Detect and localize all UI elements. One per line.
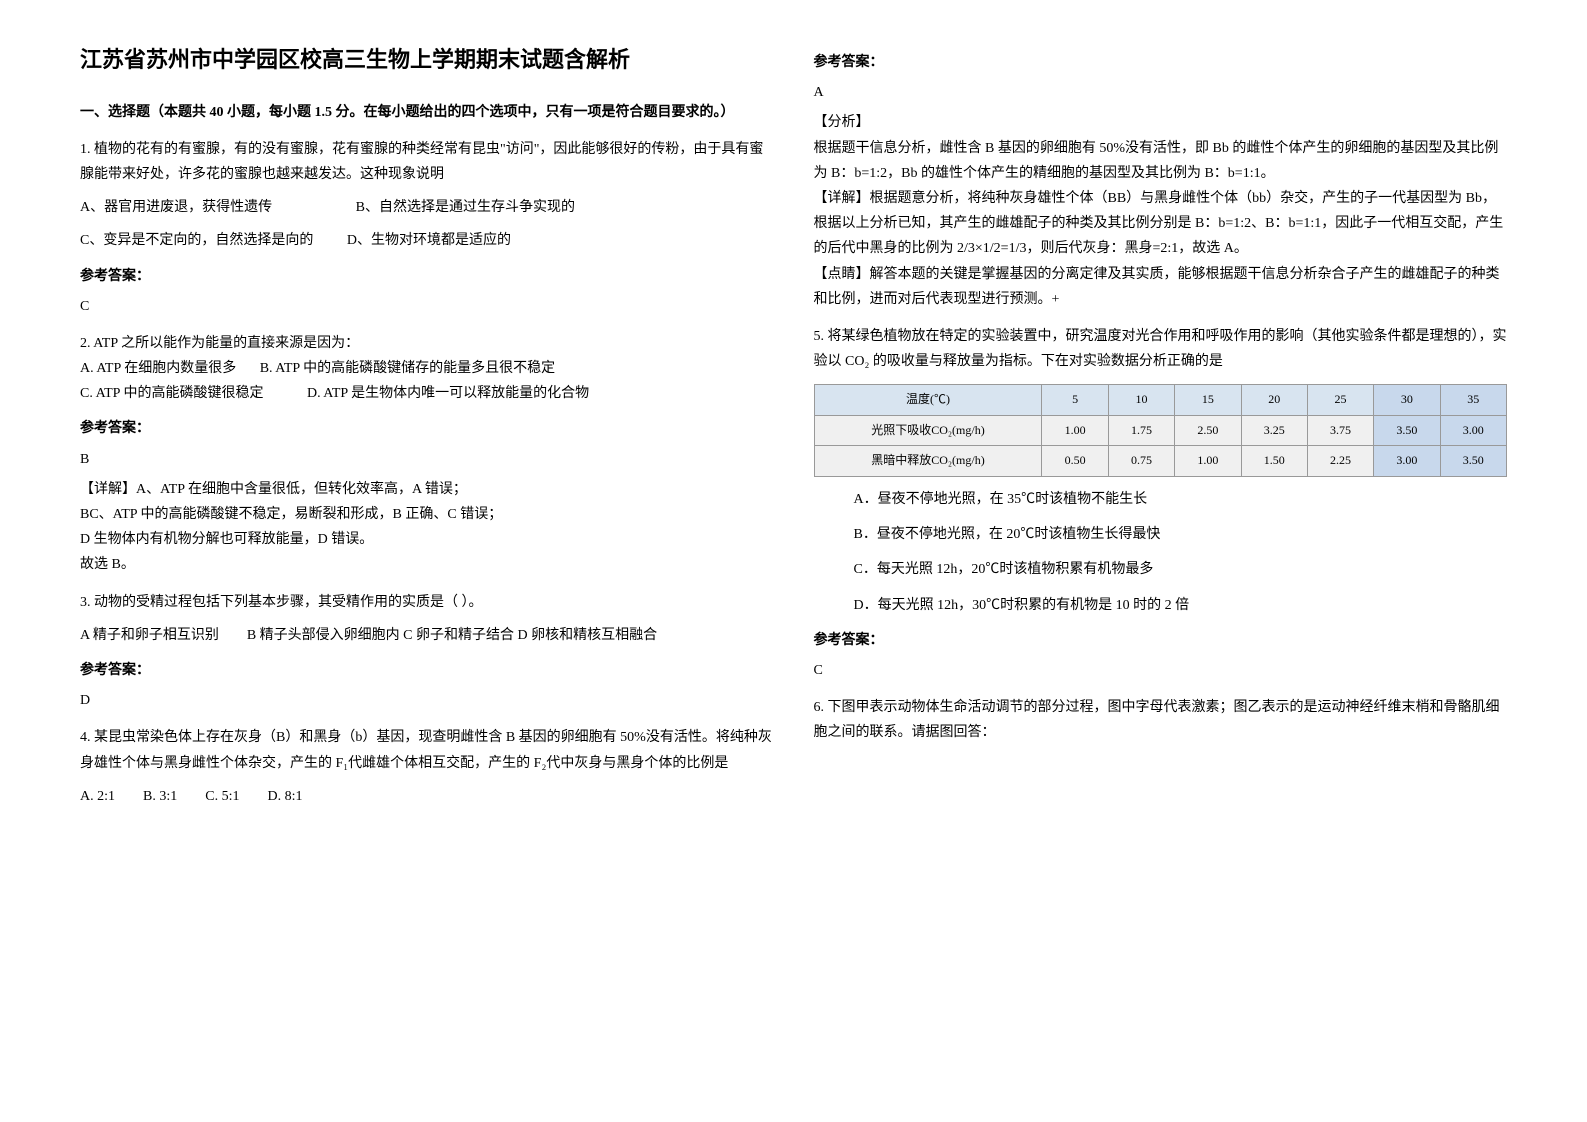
table-cell: 1.00 xyxy=(1042,415,1108,446)
question-text: 6. 下图甲表示动物体生命活动调节的部分过程，图中字母代表激素；图乙表示的是运动… xyxy=(814,695,1508,745)
right-column: 参考答案： A 【分析】 根据题干信息分析，雌性含 B 基因的卵细胞有 50%没… xyxy=(794,40,1528,1082)
question-1: 1. 植物的花有的有蜜腺，有的没有蜜腺，花有蜜腺的种类经常有昆虫"访问"，因此能… xyxy=(80,137,774,319)
question-3: 3. 动物的受精过程包括下列基本步骤，其受精作用的实质是（ ）。 A 精子和卵子… xyxy=(80,590,774,714)
table-header-row: 温度(℃) 5 10 15 20 25 30 35 xyxy=(814,385,1507,416)
table-cell: 0.50 xyxy=(1042,446,1108,477)
option-d: D. ATP 是生物体内唯一可以释放能量的化合物 xyxy=(307,386,589,401)
question-options-2: C、变异是不定向的，自然选择是向的 D、生物对环境都是适应的 xyxy=(80,228,774,253)
table-cell: 3.50 xyxy=(1440,446,1506,477)
option-c: C. ATP 中的高能磷酸键很稳定 xyxy=(80,386,263,401)
table-cell: 5 xyxy=(1042,385,1108,416)
detail-3: D 生物体内有机物分解也可释放能量，D 错误。 xyxy=(80,527,774,552)
question-text: 5. 将某绿色植物放在特定的实验装置中，研究温度对光合作用和呼吸作用的影响（其他… xyxy=(814,324,1508,374)
question-4: 4. 某昆虫常染色体上存在灰身（B）和黑身（b）基因，现查明雌性含 B 基因的卵… xyxy=(80,725,774,809)
question-5: 5. 将某绿色植物放在特定的实验装置中，研究温度对光合作用和呼吸作用的影响（其他… xyxy=(814,324,1508,683)
answer-value: C xyxy=(80,294,774,319)
document-title: 江苏省苏州市中学园区校高三生物上学期期末试题含解析 xyxy=(80,40,774,80)
answer-value: D xyxy=(80,688,774,713)
table-cell: 温度(℃) xyxy=(814,385,1042,416)
option-a: A、器官用进废退，获得性遗传 xyxy=(80,200,272,215)
question-options: A. 2:1 B. 3:1 C. 5:1 D. 8:1 xyxy=(80,784,774,809)
table-cell: 20 xyxy=(1241,385,1307,416)
option-a: A．昼夜不停地光照，在 35℃时该植物不能生长 xyxy=(854,487,1508,512)
table-cell: 10 xyxy=(1108,385,1174,416)
table-cell: 3.50 xyxy=(1374,415,1440,446)
detail-2: BC、ATP 中的高能磷酸键不稳定，易断裂和形成，B 正确、C 错误； xyxy=(80,502,774,527)
table-cell: 3.00 xyxy=(1440,415,1506,446)
answer-value: B xyxy=(80,447,774,472)
table-cell: 30 xyxy=(1374,385,1440,416)
table-cell: 3.75 xyxy=(1307,415,1373,446)
table-cell: 光照下吸收CO₂(mg/h) xyxy=(814,415,1042,446)
table-cell: 2.25 xyxy=(1307,446,1373,477)
question-options: A 精子和卵子相互识别 B 精子头部侵入卵细胞内 C 卵子和精子结合 D 卵核和… xyxy=(80,623,774,648)
question-options: A、器官用进废退，获得性遗传 B、自然选择是通过生存斗争实现的 xyxy=(80,195,774,220)
analysis-3: 【点睛】解答本题的关键是掌握基因的分离定律及其实质，能够根据题干信息分析杂合子产… xyxy=(814,262,1508,312)
question-options: A. ATP 在细胞内数量很多 B. ATP 中的高能磷酸键储存的能量多且很不稳… xyxy=(80,356,774,381)
detail-4: 故选 B。 xyxy=(80,552,774,577)
analysis-label: 【分析】 xyxy=(814,110,1508,135)
answer-label: 参考答案： xyxy=(80,264,774,289)
answer-label: 参考答案： xyxy=(80,416,774,441)
table-cell: 2.50 xyxy=(1175,415,1241,446)
analysis-1: 根据题干信息分析，雌性含 B 基因的卵细胞有 50%没有活性，即 Bb 的雌性个… xyxy=(814,136,1508,186)
answer-label: 参考答案： xyxy=(814,50,1508,75)
question-text: 4. 某昆虫常染色体上存在灰身（B）和黑身（b）基因，现查明雌性含 B 基因的卵… xyxy=(80,725,774,775)
option-a: A. ATP 在细胞内数量很多 xyxy=(80,361,236,376)
option-c: C、变异是不定向的，自然选择是向的 xyxy=(80,233,313,248)
answer-value: C xyxy=(814,658,1508,683)
table-cell: 3.25 xyxy=(1241,415,1307,446)
question-text: 1. 植物的花有的有蜜腺，有的没有蜜腺，花有蜜腺的种类经常有昆虫"访问"，因此能… xyxy=(80,137,774,187)
table-cell: 黑暗中释放CO₂(mg/h) xyxy=(814,446,1042,477)
detail-1: 【详解】A、ATP 在细胞中含量很低，但转化效率高，A 错误； xyxy=(80,477,774,502)
analysis-2: 【详解】根据题意分析，将纯种灰身雄性个体（BB）与黑身雌性个体（bb）杂交，产生… xyxy=(814,186,1508,262)
answer-label: 参考答案： xyxy=(80,658,774,683)
table-cell: 1.00 xyxy=(1175,446,1241,477)
left-column: 江苏省苏州市中学园区校高三生物上学期期末试题含解析 一、选择题（本题共 40 小… xyxy=(60,40,794,1082)
option-b: B、自然选择是通过生存斗争实现的 xyxy=(356,200,575,215)
question-2: 2. ATP 之所以能作为能量的直接来源是因为： A. ATP 在细胞内数量很多… xyxy=(80,331,774,578)
table-cell: 25 xyxy=(1307,385,1373,416)
answer-value: A xyxy=(814,80,1508,105)
table-cell: 35 xyxy=(1440,385,1506,416)
table-cell: 15 xyxy=(1175,385,1241,416)
option-d: D．每天光照 12h，30℃时积累的有机物是 10 时的 2 倍 xyxy=(854,593,1508,618)
data-table: 温度(℃) 5 10 15 20 25 30 35 光照下吸收CO₂(mg/h)… xyxy=(814,384,1508,477)
question-text: 2. ATP 之所以能作为能量的直接来源是因为： xyxy=(80,331,774,356)
option-b: B. ATP 中的高能磷酸键储存的能量多且很不稳定 xyxy=(260,361,555,376)
table-row: 光照下吸收CO₂(mg/h) 1.00 1.75 2.50 3.25 3.75 … xyxy=(814,415,1507,446)
answer-label: 参考答案： xyxy=(814,628,1508,653)
option-d: D、生物对环境都是适应的 xyxy=(347,233,511,248)
table-cell: 1.50 xyxy=(1241,446,1307,477)
option-b: B．昼夜不停地光照，在 20℃时该植物生长得最快 xyxy=(854,522,1508,547)
question-text: 3. 动物的受精过程包括下列基本步骤，其受精作用的实质是（ ）。 xyxy=(80,590,774,615)
table-cell: 0.75 xyxy=(1108,446,1174,477)
section-header: 一、选择题（本题共 40 小题，每小题 1.5 分。在每小题给出的四个选项中，只… xyxy=(80,100,774,125)
question-options-2: C. ATP 中的高能磷酸键很稳定 D. ATP 是生物体内唯一可以释放能量的化… xyxy=(80,381,774,406)
table-cell: 1.75 xyxy=(1108,415,1174,446)
question-6: 6. 下图甲表示动物体生命活动调节的部分过程，图中字母代表激素；图乙表示的是运动… xyxy=(814,695,1508,745)
option-c: C．每天光照 12h，20℃时该植物积累有机物最多 xyxy=(854,557,1508,582)
table-row: 黑暗中释放CO₂(mg/h) 0.50 0.75 1.00 1.50 2.25 … xyxy=(814,446,1507,477)
table-cell: 3.00 xyxy=(1374,446,1440,477)
